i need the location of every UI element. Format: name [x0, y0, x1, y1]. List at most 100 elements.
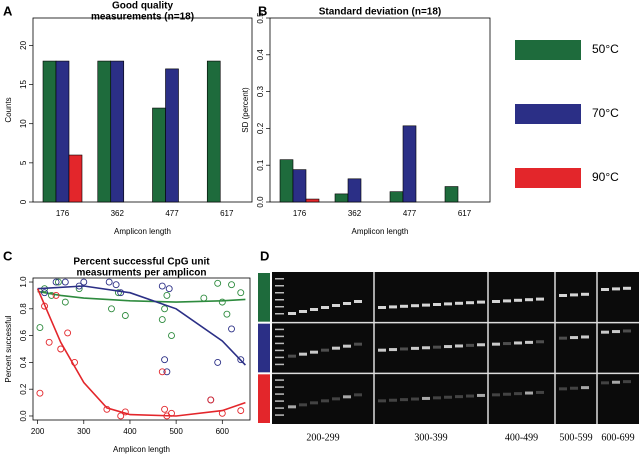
gel-band: [400, 398, 408, 402]
point: [48, 291, 55, 299]
legend-swatch: [515, 168, 581, 188]
gel-band: [444, 302, 452, 306]
panel-label: D: [260, 248, 269, 263]
gel-band: [503, 342, 511, 346]
gel-band: [389, 348, 397, 352]
point: [36, 324, 44, 332]
gel-band: [492, 300, 500, 303]
x-axis-label: Amplicon length: [113, 445, 170, 454]
plot-frame: [32, 277, 251, 421]
gel-band: [581, 386, 589, 390]
gel-band: [601, 288, 609, 291]
ladder-band: [275, 414, 284, 416]
y-tick-label: 0.0: [19, 410, 28, 422]
legend-swatch: [515, 40, 581, 60]
point: [105, 278, 113, 286]
point: [228, 281, 235, 289]
gel-band: [559, 336, 567, 340]
gel-band: [525, 340, 533, 344]
y-tick-label: 0.2: [19, 383, 28, 395]
x-tick-label: 362: [348, 209, 362, 218]
gel-row-marker: [258, 273, 270, 322]
point: [112, 281, 120, 289]
bar: [444, 186, 459, 203]
gel-band: [444, 345, 452, 349]
gel-band: [332, 397, 340, 401]
fit-curve: [37, 285, 246, 366]
chart-title: Standard deviation (n=18): [319, 7, 442, 18]
gel-band: [570, 386, 578, 390]
gel-band: [389, 305, 397, 309]
gel-band: [321, 348, 329, 352]
point: [80, 278, 88, 286]
gel-band: [354, 393, 362, 397]
x-tick-label: 300: [77, 427, 91, 436]
gel-row-marker: [258, 323, 270, 373]
gel-band: [400, 347, 408, 351]
y-tick-label: 0.2: [256, 122, 265, 134]
ladder-band: [275, 400, 284, 402]
ladder-band: [275, 292, 284, 294]
bar: [292, 169, 307, 203]
fit-curve: [37, 290, 246, 303]
gel-lane-label: 200-299: [306, 432, 339, 443]
x-tick-label: 500: [169, 427, 183, 436]
gel-band: [612, 380, 620, 384]
x-tick-label: 617: [220, 209, 234, 218]
ladder-band: [275, 285, 284, 287]
point: [237, 407, 245, 415]
bar: [206, 60, 221, 203]
y-tick-label: 0.1: [256, 159, 265, 171]
point: [158, 316, 166, 323]
chart-title: Percent successful CpG unit: [73, 257, 210, 268]
gel-band: [525, 391, 533, 395]
gel-band: [343, 302, 351, 305]
gel-band: [503, 299, 511, 303]
y-axis-label: SD (percent): [241, 87, 250, 133]
gel-lane-label: 600-699: [601, 432, 634, 443]
point: [223, 310, 231, 318]
point: [237, 356, 245, 364]
gel-band: [570, 336, 578, 340]
ladder-band: [275, 278, 284, 280]
gel-band: [433, 303, 441, 306]
gel-band: [514, 392, 522, 396]
gel-band: [477, 393, 485, 397]
gel-lane-label: 400-499: [505, 432, 538, 443]
bar: [152, 107, 166, 203]
point: [207, 396, 215, 404]
gel-band: [354, 300, 362, 303]
gel-band: [492, 342, 500, 346]
ladder-band: [275, 306, 284, 308]
gel-band: [536, 340, 544, 344]
gel-band: [601, 330, 609, 334]
gel-band: [559, 294, 567, 297]
gel-lane-label: 500-599: [559, 432, 592, 443]
x-tick-label: 477: [165, 209, 179, 218]
point: [158, 368, 166, 376]
gel-band: [455, 301, 463, 305]
gel-lane-label: 300-399: [414, 432, 447, 443]
legend-swatch: [515, 104, 581, 124]
y-tick-label: 20: [19, 40, 28, 49]
gel-band: [525, 298, 533, 302]
y-tick-label: 15: [19, 80, 28, 89]
point: [54, 278, 62, 286]
gel-band: [332, 346, 340, 350]
y-axis-label: Percent successful: [4, 315, 13, 382]
point: [64, 329, 72, 337]
bar: [165, 68, 179, 203]
point: [165, 285, 173, 293]
gel-band: [378, 348, 386, 352]
x-tick-label: 176: [293, 209, 307, 218]
x-tick-label: 200: [31, 427, 45, 436]
legend-label: 50°C: [592, 42, 619, 56]
y-tick-label: 0.0: [256, 196, 265, 208]
bar: [97, 60, 112, 203]
point: [161, 305, 169, 313]
point: [41, 289, 48, 297]
ladder-band: [275, 313, 284, 315]
gel-band: [422, 396, 430, 400]
gel-band: [422, 346, 430, 350]
